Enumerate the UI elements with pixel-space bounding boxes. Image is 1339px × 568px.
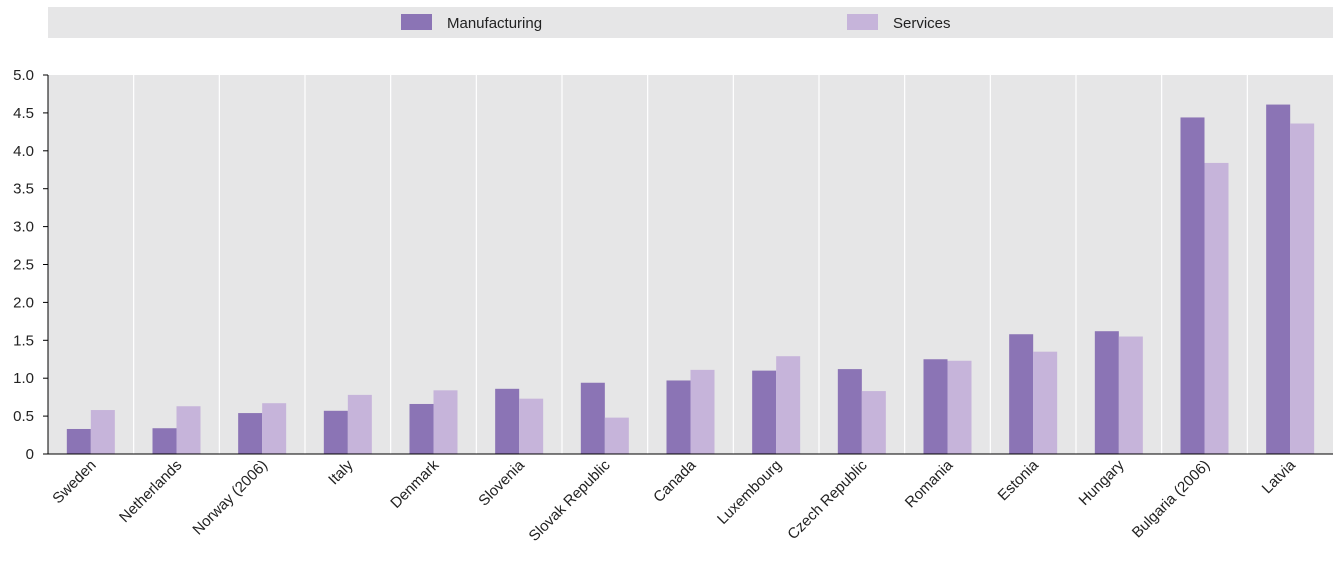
x-tick-label: Sweden: [49, 457, 99, 507]
bar-manufacturing-11: [924, 359, 948, 454]
x-tick-labels: Sweden Netherlands Norway (2006) Italy Denma…: [49, 456, 1299, 545]
legend-label-2: Services: [893, 15, 951, 32]
x-tick-label: Latvia: [1259, 456, 1300, 497]
y-tick-label: 0.5: [13, 408, 34, 425]
y-tick-labels: 0 0.5 1.0 1.5 2.0 2.5 3.0 3.5 4.0 4.5 5.0: [13, 67, 48, 463]
y-tick-label: 2.5: [13, 257, 34, 274]
y-tick-label: 0: [26, 446, 34, 463]
x-tick-label: Slovak Republic: [526, 456, 614, 544]
bar-services-15: [1290, 124, 1314, 454]
bar-services-14: [1205, 163, 1229, 454]
y-tick-label: 1.5: [13, 332, 34, 349]
bar-manufacturing-13: [1095, 331, 1119, 454]
bar-manufacturing-6: [495, 389, 519, 454]
legend-swatch-2: [847, 14, 878, 30]
bar-manufacturing-15: [1266, 105, 1290, 454]
y-tick-label: 1.0: [13, 370, 34, 387]
y-tick-label: 4.0: [13, 143, 34, 160]
bar-manufacturing-2: [153, 428, 177, 454]
bar-manufacturing-5: [410, 404, 434, 454]
bar-services-1: [91, 410, 115, 454]
x-tick-label: Hungary: [1076, 456, 1128, 508]
bar-services-12: [1033, 352, 1057, 454]
x-tick-label: Denmark: [387, 456, 442, 511]
x-tick-label: Italy: [325, 456, 357, 488]
y-tick-label: 5.0: [13, 67, 34, 84]
x-tick-label: Czech Republic: [784, 456, 871, 543]
x-tick-label: Romania: [902, 456, 957, 511]
bar-services-11: [948, 361, 972, 454]
bar-manufacturing-12: [1009, 334, 1033, 454]
x-tick-label: Luxembourg: [714, 457, 785, 528]
bar-services-6: [519, 399, 543, 454]
x-tick-label: Norway (2006): [189, 457, 271, 539]
bar-manufacturing-1: [67, 429, 91, 454]
bar-services-10: [862, 391, 886, 454]
x-tick-label: Bulgaria (2006): [1129, 457, 1214, 542]
bar-manufacturing-8: [667, 380, 691, 454]
bar-services-8: [691, 370, 715, 454]
bar-manufacturing-3: [238, 413, 262, 454]
bar-manufacturing-4: [324, 411, 348, 454]
x-tick-label: Estonia: [995, 456, 1043, 504]
bar-manufacturing-7: [581, 383, 605, 454]
x-tick-label: Slovenia: [475, 456, 528, 509]
y-tick-label: 3.5: [13, 181, 34, 198]
bar-services-3: [262, 403, 286, 454]
bar-manufacturing-10: [838, 369, 862, 454]
y-tick-label: 4.5: [13, 105, 34, 122]
y-tick-label: 3.0: [13, 219, 34, 236]
bar-services-5: [434, 390, 458, 454]
x-tick-label: Canada: [650, 456, 700, 506]
legend-background: [48, 7, 1333, 38]
bar-manufacturing-9: [752, 371, 776, 454]
bar-services-4: [348, 395, 372, 454]
bar-services-9: [776, 356, 800, 454]
bar-services-2: [177, 406, 201, 454]
bar-manufacturing-14: [1181, 117, 1205, 454]
bar-services-13: [1119, 337, 1143, 454]
y-tick-label: 2.0: [13, 294, 34, 311]
bar-services-7: [605, 418, 629, 454]
legend-swatch-1: [401, 14, 432, 30]
legend-label-1: Manufacturing: [447, 15, 542, 32]
x-tick-label: Netherlands: [116, 457, 185, 526]
